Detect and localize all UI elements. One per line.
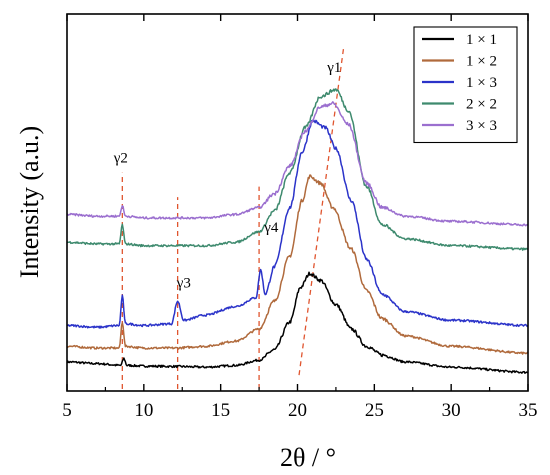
series-line <box>66 271 529 374</box>
x-axis-title: 2θ / ° <box>280 443 336 472</box>
x-tick-label: 35 <box>519 400 538 421</box>
reference-lines <box>121 47 345 389</box>
legend-label: 1 × 3 <box>466 75 497 91</box>
x-tick-label: 5 <box>62 400 72 421</box>
x-tick-label: 25 <box>365 400 384 421</box>
x-tick-label: 30 <box>442 400 461 421</box>
legend-label: 3 × 3 <box>466 118 497 134</box>
x-tick-label: 20 <box>288 400 307 421</box>
series-line <box>66 119 529 329</box>
peak-reference-line <box>298 47 345 376</box>
peak-label: γ3 <box>176 275 191 291</box>
series-line <box>66 101 529 227</box>
legend-label: 1 × 2 <box>466 54 497 70</box>
y-axis-title: Intensity (a.u.) <box>15 126 44 278</box>
series-group <box>66 88 529 374</box>
legend: 1 × 1 1 × 2 1 × 3 2 × 2 3 × 3 <box>413 26 518 144</box>
legend-box <box>413 26 518 144</box>
legend-label: 2 × 2 <box>466 97 497 113</box>
x-tick-label: 10 <box>134 400 153 421</box>
legend-label: 1 × 1 <box>466 32 497 48</box>
axes: 5 10 15 20 25 30 35 <box>62 13 538 421</box>
peak-annotations: γ1 γ2 γ3 γ4 <box>113 60 342 291</box>
peak-label: γ1 <box>326 60 341 76</box>
peak-label: γ4 <box>263 220 279 236</box>
x-tick-label: 15 <box>211 400 230 421</box>
series-line <box>66 174 529 355</box>
peak-label: γ2 <box>113 150 128 166</box>
